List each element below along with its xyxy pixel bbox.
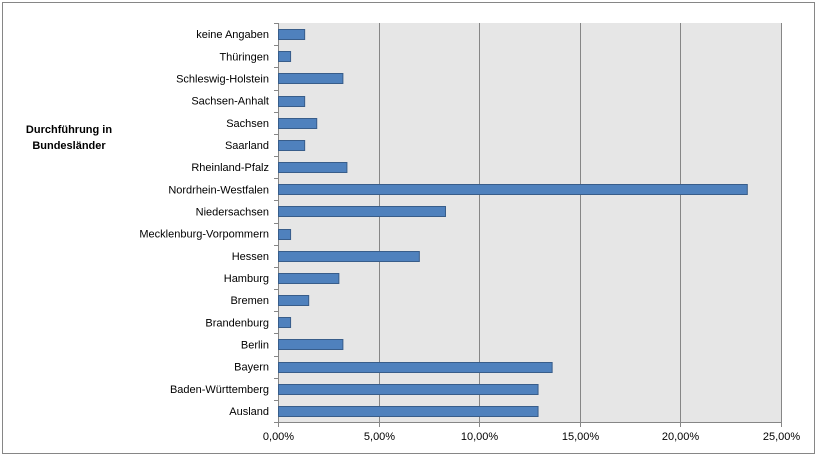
bar-keine-angaben xyxy=(278,29,306,40)
category-label: Schleswig-Holstein xyxy=(176,73,269,85)
category-label: Berlin xyxy=(241,339,269,351)
bar-sachsen-anhalt xyxy=(278,96,306,107)
bar-hessen xyxy=(278,251,420,262)
bar-chart: Durchführung in Bundesländer 0,00% 5,00% 1… xyxy=(26,23,800,443)
category-label: Mecklenburg-Vorpommern xyxy=(139,229,269,241)
category-label: Rheinland-Pfalz xyxy=(191,162,269,174)
bar-berlin xyxy=(278,339,344,350)
bar-mecklenburg-vorpommern xyxy=(278,229,292,240)
category-label: Sachsen-Anhalt xyxy=(191,96,269,108)
category-label: Hamburg xyxy=(224,273,269,285)
category-label: Niedersachsen xyxy=(196,206,269,218)
category-label: Baden-Württemberg xyxy=(170,384,269,396)
bar-nordrhein-westfalen xyxy=(278,184,748,195)
x-tick-label: 25,00% xyxy=(763,431,801,443)
y-axis-title-line-1: Durchführung in xyxy=(26,124,112,136)
x-tick-label: 20,00% xyxy=(662,431,700,443)
bar-brandenburg xyxy=(278,317,292,328)
y-axis-title-line-2: Bundesländer xyxy=(32,140,106,152)
x-tick-label: 15,00% xyxy=(562,431,600,443)
category-label: Hessen xyxy=(232,251,269,263)
bar-sachsen xyxy=(278,118,318,129)
chart-frame: Durchführung in Bundesländer 0,00% 5,00% 1… xyxy=(2,2,815,454)
category-label: Saarland xyxy=(225,140,269,152)
category-label: Bayern xyxy=(234,362,269,374)
category-label: keine Angaben xyxy=(196,29,269,41)
bar-hamburg xyxy=(278,273,340,284)
y-axis-title: Durchführung in Bundesländer xyxy=(26,124,112,152)
x-tick-label: 5,00% xyxy=(364,431,395,443)
category-label: Nordrhein-Westfalen xyxy=(168,184,269,196)
plot-background xyxy=(278,23,781,422)
plot-area: 0,00% 5,00% 10,00% 15,00% 20,00% 25,00% Auslan… xyxy=(139,23,800,443)
category-label: Thüringen xyxy=(219,51,269,63)
x-tick-label: 0,00% xyxy=(263,431,294,443)
bar-bayern xyxy=(278,362,553,373)
category-label: Sachsen xyxy=(226,118,269,130)
bar-ausland xyxy=(278,406,539,417)
bar-baden-württemberg xyxy=(278,384,539,395)
category-label: Bremen xyxy=(230,295,269,307)
category-label: Ausland xyxy=(229,406,269,418)
category-label: Brandenburg xyxy=(205,317,269,329)
bar-thüringen xyxy=(278,51,292,62)
bar-niedersachsen xyxy=(278,206,446,217)
bar-bremen xyxy=(278,295,310,306)
bar-saarland xyxy=(278,140,306,151)
bar-rheinland-pfalz xyxy=(278,162,348,173)
x-tick-label: 10,00% xyxy=(461,431,499,443)
bar-schleswig-holstein xyxy=(278,73,344,84)
